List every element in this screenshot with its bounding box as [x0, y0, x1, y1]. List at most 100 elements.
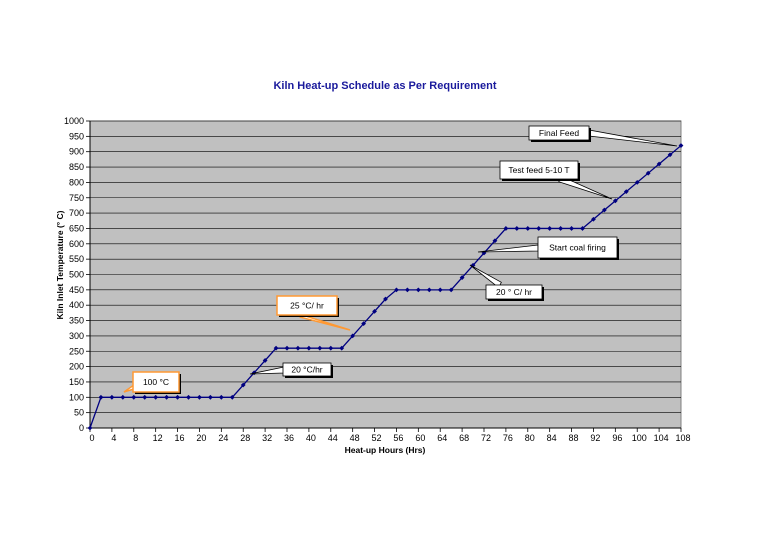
data-point [404, 287, 410, 293]
data-point [415, 287, 421, 293]
x-tick-label: 64 [437, 433, 447, 443]
callout-text: Start coal firing [549, 243, 606, 253]
data-point [229, 394, 235, 400]
y-tick-label: 600 [69, 239, 84, 249]
data-point [459, 275, 465, 280]
callout-box [485, 284, 543, 300]
data-point [87, 425, 93, 431]
data-point [350, 333, 356, 339]
data-point [492, 238, 498, 244]
data-point [645, 170, 651, 176]
x-tick-label: 76 [503, 433, 513, 443]
callout-box [282, 362, 332, 377]
data-point [131, 394, 137, 400]
data-point [536, 226, 542, 231]
annotation-callout: Start coal firing [477, 236, 619, 260]
series-points [87, 143, 684, 431]
data-point [372, 308, 377, 314]
x-tick-label: 0 [89, 433, 94, 443]
annotation-callout: Final Feed [528, 125, 678, 147]
annotation-callout: 20 ° C/ hr [469, 264, 544, 301]
data-point [601, 207, 607, 213]
y-tick-label: 650 [69, 223, 84, 233]
data-point [273, 345, 279, 351]
y-tick-label: 50 [74, 408, 84, 418]
x-tick-label: 52 [372, 433, 382, 443]
x-tick-label: 68 [459, 433, 469, 443]
y-tick-label: 0 [79, 423, 84, 433]
x-tick-label: 36 [284, 433, 294, 443]
data-point [361, 321, 367, 327]
y-axis-ticks: 0 50 100 150 200 250 300 350 400 450 500 550 600 650 7… [64, 116, 90, 433]
y-tick-label: 750 [69, 193, 84, 203]
data-point [591, 216, 596, 222]
data-point [656, 161, 662, 167]
data-point [525, 226, 531, 231]
data-point [142, 394, 148, 400]
data-point [175, 394, 180, 400]
y-tick-label: 350 [69, 316, 84, 326]
y-tick-label: 950 [69, 131, 84, 141]
x-tick-label: 80 [525, 433, 535, 443]
y-tick-label: 200 [69, 362, 84, 372]
y-tick-label: 700 [69, 208, 84, 218]
x-tick-label: 32 [262, 433, 272, 443]
data-point [503, 226, 509, 231]
annotations: 100 °C 20 °C/hr 25 °C/ hr 20 ° C/ hr Start c… [123, 125, 678, 394]
y-tick-label: 1000 [64, 116, 84, 126]
y-tick-label: 400 [69, 300, 84, 310]
x-tick-label: 44 [328, 433, 338, 443]
y-tick-label: 100 [69, 392, 84, 402]
data-point [164, 394, 170, 400]
data-point [623, 189, 629, 195]
annotation-callout: 100 °C [123, 371, 181, 394]
data-point [153, 394, 159, 400]
data-point [678, 143, 684, 148]
callout-text: 100 °C [143, 377, 169, 387]
y-tick-label: 450 [69, 285, 84, 295]
x-tick-label: 96 [612, 433, 622, 443]
x-tick-label: 104 [654, 433, 669, 443]
callout-text: 20 °C/hr [291, 365, 322, 375]
data-point [634, 180, 640, 185]
data-point [197, 394, 202, 400]
callout-box [132, 371, 180, 393]
y-tick-label: 550 [69, 254, 84, 264]
annotation-callout: Test feed 5-10 T [499, 160, 613, 200]
data-point [569, 226, 574, 231]
callout-box [528, 125, 590, 141]
y-tick-label: 150 [69, 377, 84, 387]
x-tick-label: 40 [306, 433, 316, 443]
data-point [481, 250, 487, 256]
data-point [284, 345, 290, 351]
y-tick-label: 500 [69, 270, 84, 280]
data-point [328, 345, 334, 351]
data-point [547, 226, 553, 231]
data-point [306, 345, 312, 351]
x-tick-label: 92 [590, 433, 600, 443]
x-tick-label: 12 [153, 433, 163, 443]
data-point [558, 226, 564, 231]
data-point [448, 287, 454, 293]
callout-box [276, 295, 338, 316]
x-tick-label: 100 [632, 433, 647, 443]
y-tick-label: 300 [69, 331, 84, 341]
data-point [295, 345, 301, 351]
x-tick-label: 20 [196, 433, 206, 443]
data-point [612, 198, 618, 204]
data-point [339, 345, 345, 351]
x-axis-label: Heat-up Hours (Hrs) [345, 445, 426, 455]
callout-text: Test feed 5-10 T [508, 165, 569, 175]
x-tick-label: 48 [350, 433, 360, 443]
y-tick-label: 850 [69, 162, 84, 172]
callout-text: 20 ° C/ hr [496, 287, 532, 297]
y-tick-label: 250 [69, 346, 84, 356]
x-tick-label: 16 [175, 433, 185, 443]
x-tick-label: 8 [133, 433, 138, 443]
callout-box [537, 236, 618, 259]
data-point [120, 394, 126, 400]
x-tick-label: 72 [481, 433, 491, 443]
data-point [98, 394, 104, 400]
y-tick-label: 800 [69, 177, 84, 187]
